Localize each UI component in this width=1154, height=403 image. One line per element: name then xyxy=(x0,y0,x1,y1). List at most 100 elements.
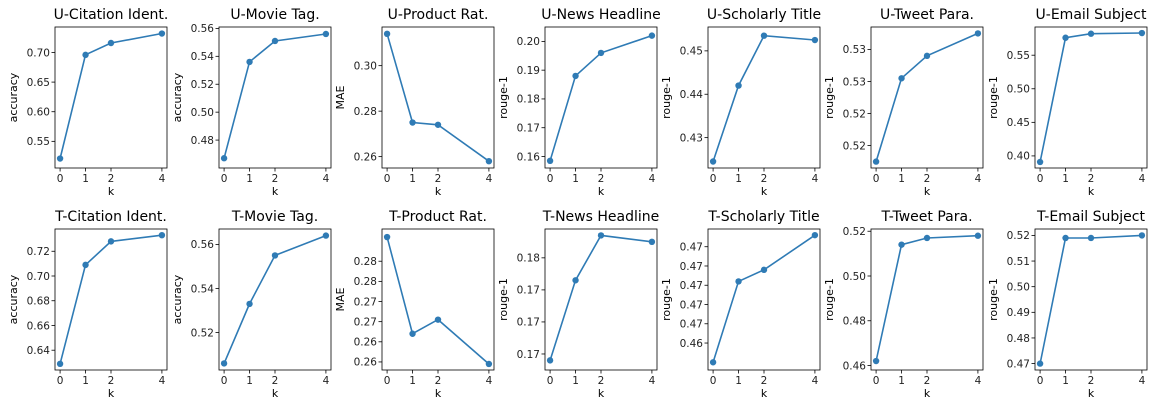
data-point xyxy=(735,82,742,89)
chart-panel: U-Email Subject 0 1 2 4 k 0.40 0.45 0.50 0.55 roug… xyxy=(987,7,1148,198)
y-tick-label: 0.18 xyxy=(517,94,540,106)
chart-title: T-Scholarly Title xyxy=(707,209,819,225)
data-point xyxy=(1138,232,1146,239)
x-tick-label: 4 xyxy=(159,375,166,387)
data-point xyxy=(1138,29,1146,37)
x-tick-label: 0 xyxy=(710,173,717,185)
y-tick-label: 0.27 xyxy=(354,316,377,328)
data-point xyxy=(434,121,442,128)
x-tick-label: 0 xyxy=(1037,173,1044,185)
x-tick-label: 2 xyxy=(924,375,931,387)
y-tick-label: 0.17 xyxy=(517,123,540,135)
chart-panel: T-Scholarly Title 0 1 2 4 k 0.46 0.47 0.47 0.47 0.… xyxy=(660,209,821,400)
data-point xyxy=(546,357,554,364)
x-tick-label: 4 xyxy=(1139,375,1146,387)
series-line xyxy=(712,34,815,162)
data-point xyxy=(485,360,493,368)
data-point xyxy=(271,252,279,259)
x-tick-label: 4 xyxy=(486,375,493,387)
y-axis-label: rouge-1 xyxy=(660,278,673,321)
x-axis-label: k xyxy=(761,185,768,198)
data-point xyxy=(923,234,931,242)
y-axis-label: rouge-1 xyxy=(497,278,510,321)
x-tick-label: 1 xyxy=(898,173,905,185)
chart-title: U-Citation Ident. xyxy=(54,7,169,23)
x-axis-label: k xyxy=(1088,185,1095,198)
y-tick-label: 0.26 xyxy=(354,151,378,163)
y-tick-label: 0.52 xyxy=(843,226,866,238)
y-axis-label: accuracy xyxy=(171,274,184,324)
x-tick-label: 2 xyxy=(1088,173,1095,185)
series-line xyxy=(875,234,978,362)
y-tick-label: 0.17 xyxy=(517,285,540,297)
plot-frame xyxy=(381,228,495,371)
chart-title: T-Citation Ident. xyxy=(54,209,167,225)
plot-frame xyxy=(870,26,984,169)
y-tick-label: 0.50 xyxy=(191,107,214,119)
data-point xyxy=(485,157,493,165)
chart-title: T-News Headline xyxy=(542,209,659,225)
x-axis-label: k xyxy=(598,185,605,198)
x-tick-label: 2 xyxy=(272,173,279,185)
plot-frame xyxy=(544,26,658,169)
chart-title: U-Movie Tag. xyxy=(230,7,319,23)
y-tick-label: 0.55 xyxy=(1007,50,1030,62)
plot-frame xyxy=(54,26,168,169)
y-tick-label: 0.70 xyxy=(27,271,50,283)
y-tick-label: 0.50 xyxy=(1007,281,1030,293)
plot-frame xyxy=(707,26,821,169)
y-tick-label: 0.55 xyxy=(27,136,50,148)
chart-title: T-Email Subject xyxy=(1036,209,1145,225)
plot-frame xyxy=(1034,228,1148,371)
series-line xyxy=(59,32,163,159)
y-axis-label: accuracy xyxy=(7,274,20,324)
series-line xyxy=(386,236,490,365)
y-axis-label: MAE xyxy=(334,287,347,311)
data-point xyxy=(434,316,442,323)
x-tick-label: 0 xyxy=(57,375,64,387)
y-tick-label: 0.45 xyxy=(680,46,703,58)
y-tick-label: 0.56 xyxy=(191,239,215,251)
data-point xyxy=(246,58,253,66)
plot-frame xyxy=(707,228,821,371)
y-tick-label: 0.48 xyxy=(1007,333,1030,345)
y-tick-label: 0.51 xyxy=(1007,256,1030,268)
y-tick-label: 0.43 xyxy=(680,132,703,144)
series-line xyxy=(712,234,816,363)
chart-panel: T-Product Rat. 0 1 2 4 k 0.26 0.26 0.27 0.27 0.28 0… xyxy=(334,209,495,400)
data-point xyxy=(158,231,166,239)
series-line xyxy=(549,34,653,162)
chart-title: U-Scholarly Title xyxy=(707,7,821,23)
data-point xyxy=(56,155,64,162)
series-line xyxy=(223,234,327,364)
y-axis-label: rouge-1 xyxy=(823,76,836,119)
x-axis-label: k xyxy=(598,387,605,400)
chart-title: U-Product Rat. xyxy=(388,7,489,23)
data-point xyxy=(1036,360,1044,367)
data-point xyxy=(1036,158,1044,166)
data-point xyxy=(1087,234,1095,242)
x-axis-label: k xyxy=(761,387,768,400)
y-tick-label: 0.54 xyxy=(191,51,215,63)
x-tick-label: 4 xyxy=(649,375,656,387)
y-tick-label: 0.47 xyxy=(680,319,703,331)
y-tick-label: 0.28 xyxy=(354,256,377,268)
series-line xyxy=(223,33,327,159)
x-tick-label: 2 xyxy=(108,375,115,387)
x-tick-label: 2 xyxy=(272,375,279,387)
data-point xyxy=(974,30,982,37)
chart-panel: U-Citation Ident. 0 1 2 4 k 0.55 0.60 0.65 0.70 ac… xyxy=(7,7,168,198)
x-axis-label: k xyxy=(272,185,279,198)
y-tick-label: 0.56 xyxy=(191,23,215,35)
x-axis-label: k xyxy=(108,185,115,198)
series-line xyxy=(59,234,162,364)
data-point xyxy=(760,266,768,274)
y-tick-label: 0.18 xyxy=(517,253,540,265)
data-point xyxy=(158,30,166,37)
chart-panel: U-News Headline 0 1 2 4 k 0.16 0.17 0.18 0.19 0.20… xyxy=(497,7,661,198)
chart-panel: U-Scholarly Title 0 1 2 4 k 0.43 0.44 0.45 rouge-… xyxy=(660,7,821,198)
data-point xyxy=(246,300,253,308)
y-tick-label: 0.52 xyxy=(191,327,214,339)
data-point xyxy=(709,158,717,165)
data-point xyxy=(974,232,982,239)
